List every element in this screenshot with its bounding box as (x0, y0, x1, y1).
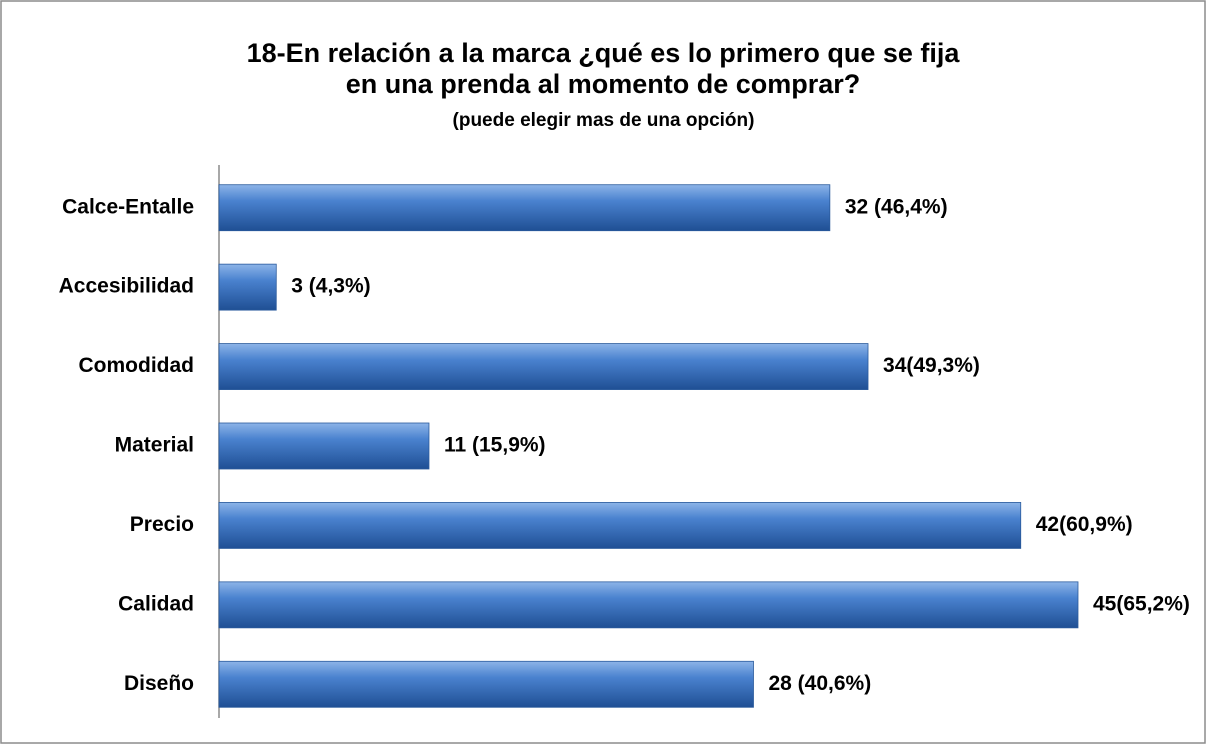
chart-subtitle: (puede elegir mas de una opción) (452, 110, 755, 131)
y-tick-label: Calce-Entalle (62, 195, 194, 218)
bar (218, 343, 869, 390)
data-label: 3 (4,3%) (291, 275, 370, 298)
y-tick-label: Calidad (118, 592, 194, 615)
data-label: 11 (15,9%) (444, 434, 546, 457)
bar (218, 263, 277, 311)
data-label: 28 (40,6%) (768, 672, 871, 695)
bar (218, 184, 831, 232)
data-label: 32 (46,4%) (845, 195, 948, 218)
data-label: 45(65,2%) (1093, 592, 1190, 615)
bar (218, 660, 754, 708)
y-tick-label: Accesibilidad (59, 275, 194, 298)
y-tick-label: Material (115, 434, 194, 457)
y-tick-label: Precio (130, 513, 194, 536)
data-label: 34(49,3%) (883, 354, 980, 377)
y-tick-label: Comodidad (79, 354, 195, 377)
data-label: 42(60,9%) (1036, 513, 1133, 536)
bar (218, 422, 430, 470)
bar (218, 502, 1022, 549)
bar (218, 581, 1079, 629)
y-tick-label: Diseño (124, 672, 194, 695)
chart-title: 18-En relación a la marca ¿qué es lo pri… (246, 38, 960, 99)
